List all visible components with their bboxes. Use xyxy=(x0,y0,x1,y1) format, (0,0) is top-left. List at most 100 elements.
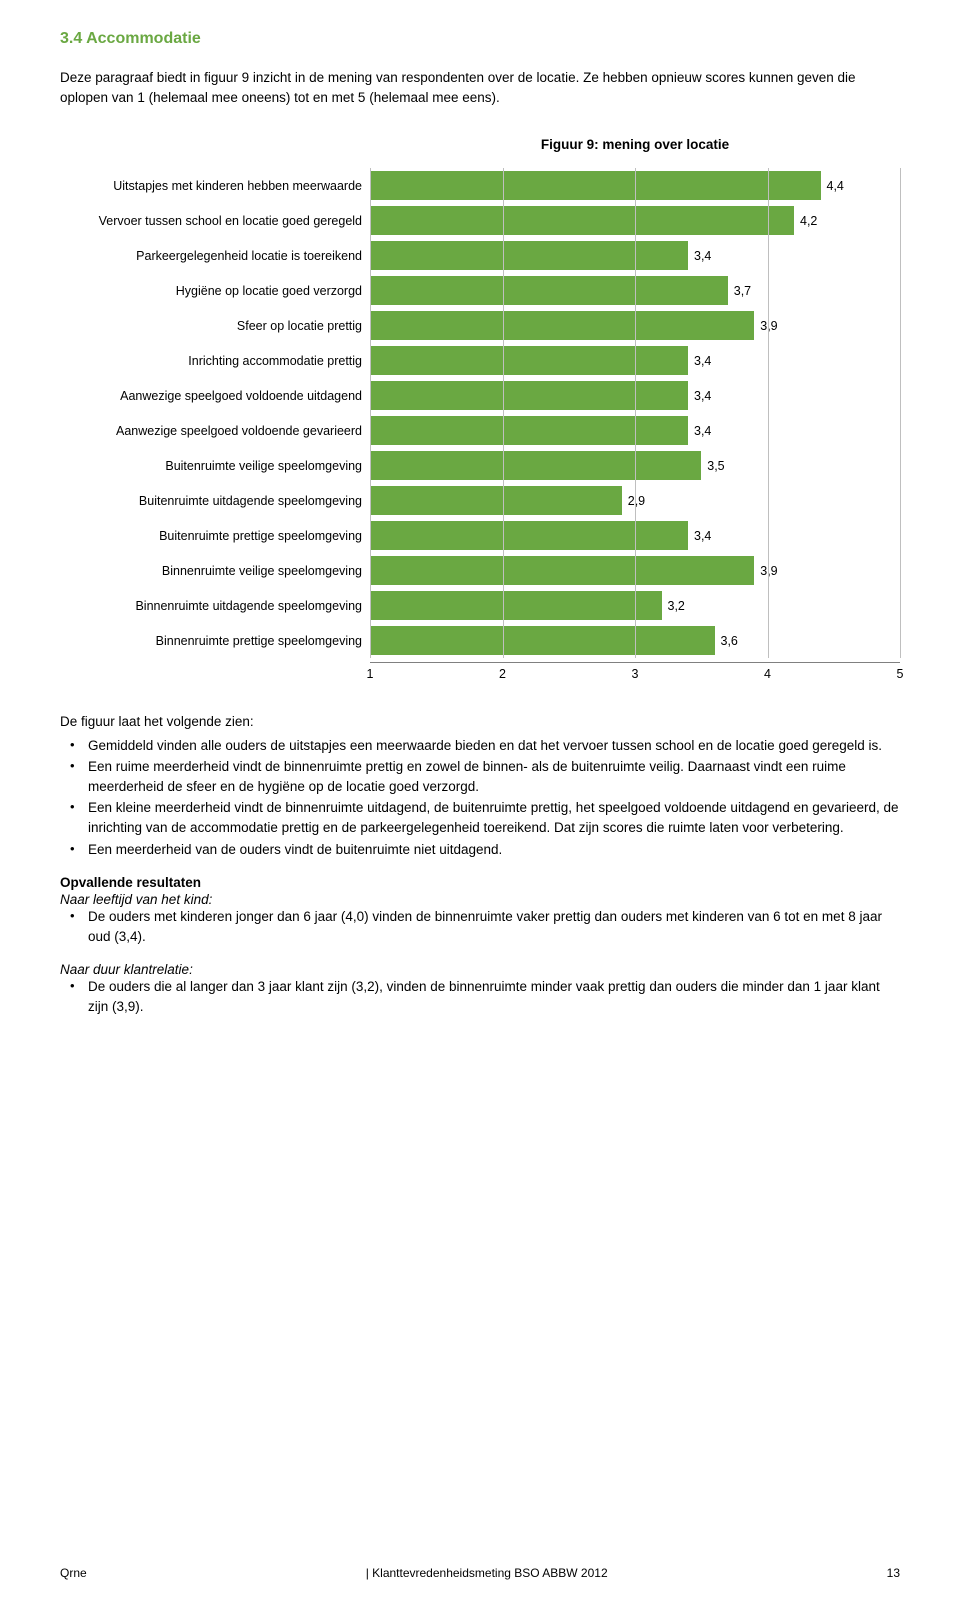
chart-gridline xyxy=(503,308,504,343)
chart-x-tick: 1 xyxy=(367,667,374,681)
chart-bar xyxy=(370,486,622,515)
chart-bar-value: 3,7 xyxy=(734,284,751,298)
chart-gridline xyxy=(370,168,371,203)
chart-gridline xyxy=(503,168,504,203)
chart-x-axis: 12345 xyxy=(60,662,900,682)
chart-gridline xyxy=(768,273,769,308)
chart-row-plot: 2,9 xyxy=(370,483,900,518)
chart-row-plot: 3,9 xyxy=(370,308,900,343)
chart-row-label: Hygiëne op locatie goed verzorgd xyxy=(60,284,370,298)
chart-bar xyxy=(370,346,688,375)
chart-row: Aanwezige speelgoed voldoende uitdagend3… xyxy=(60,378,900,413)
chart-gridline xyxy=(370,238,371,273)
chart-gridline xyxy=(768,413,769,448)
chart-row: Vervoer tussen school en locatie goed ge… xyxy=(60,203,900,238)
chart-row-label: Uitstapjes met kinderen hebben meerwaard… xyxy=(60,179,370,193)
chart-gridline xyxy=(370,413,371,448)
chart-gridline xyxy=(768,203,769,238)
chart-bar xyxy=(370,416,688,445)
chart-x-tick: 4 xyxy=(764,667,771,681)
chart-x-tick: 5 xyxy=(897,667,904,681)
chart-gridline xyxy=(370,483,371,518)
chart-bar-value: 3,9 xyxy=(760,564,777,578)
chart-gridline xyxy=(635,273,636,308)
chart-gridline xyxy=(900,378,901,413)
chart-gridline xyxy=(768,308,769,343)
chart-gridline xyxy=(900,518,901,553)
chart-gridline xyxy=(503,238,504,273)
chart-row: Buitenruimte uitdagende speelomgeving 2,9 xyxy=(60,483,900,518)
chart-bar xyxy=(370,521,688,550)
chart-bar-value: 4,4 xyxy=(827,179,844,193)
chart-gridline xyxy=(503,518,504,553)
chart-row-plot: 3,2 xyxy=(370,588,900,623)
chart-bar xyxy=(370,556,754,585)
chart-bar xyxy=(370,311,754,340)
list-item: Gemiddeld vinden alle ouders de uitstapj… xyxy=(60,736,900,756)
opvallend-title: Opvallende resultaten xyxy=(60,875,900,890)
chart-row: Aanwezige speelgoed voldoende gevarieerd… xyxy=(60,413,900,448)
chart-gridline xyxy=(900,343,901,378)
chart-row: Parkeergelegenheid locatie is toereikend… xyxy=(60,238,900,273)
chart-row-label: Buitenruimte prettige speelomgeving xyxy=(60,529,370,543)
chart-gridline xyxy=(768,378,769,413)
chart-gridline xyxy=(635,238,636,273)
list-item: Een meerderheid van de ouders vindt de b… xyxy=(60,840,900,860)
chart-bar-value: 3,4 xyxy=(694,354,711,368)
chart-bar-value: 3,9 xyxy=(760,319,777,333)
chart-row-label: Parkeergelegenheid locatie is toereikend xyxy=(60,249,370,263)
chart-bar-value: 3,2 xyxy=(668,599,685,613)
chart-bar xyxy=(370,591,662,620)
chart-gridline xyxy=(635,308,636,343)
duur-bullets: De ouders die al langer dan 3 jaar klant… xyxy=(60,977,900,1016)
chart-gridline xyxy=(370,553,371,588)
chart-bar-value: 3,4 xyxy=(694,389,711,403)
chart-gridline xyxy=(768,448,769,483)
chart-gridline xyxy=(900,308,901,343)
chart-bar-value: 2,9 xyxy=(628,494,645,508)
chart-gridline xyxy=(370,308,371,343)
chart-row: Hygiëne op locatie goed verzorgd 3,7 xyxy=(60,273,900,308)
chart-row-label: Binnenruimte uitdagende speelomgeving xyxy=(60,599,370,613)
chart-gridline xyxy=(900,413,901,448)
chart-row-plot: 3,4 xyxy=(370,378,900,413)
chart-gridline xyxy=(503,623,504,658)
chart-gridline xyxy=(503,483,504,518)
chart-bar-value: 3,5 xyxy=(707,459,724,473)
chart-gridline xyxy=(900,448,901,483)
chart-gridline xyxy=(370,518,371,553)
chart-gridline xyxy=(900,588,901,623)
chart-gridline xyxy=(900,203,901,238)
chart-row: Binnenruimte veilige speelomgeving3,9 xyxy=(60,553,900,588)
list-item: Een ruime meerderheid vindt de binnenrui… xyxy=(60,757,900,796)
body-bullets: Gemiddeld vinden alle ouders de uitstapj… xyxy=(60,736,900,859)
chart-gridline xyxy=(370,623,371,658)
chart-gridline xyxy=(370,203,371,238)
footer-left: Qrne xyxy=(60,1566,87,1580)
leeftijd-header: Naar leeftijd van het kind: xyxy=(60,892,900,907)
chart-gridline xyxy=(900,623,901,658)
chart-gridline xyxy=(635,518,636,553)
chart-gridline xyxy=(635,588,636,623)
chart-gridline xyxy=(768,483,769,518)
chart-bar xyxy=(370,381,688,410)
chart-row-plot: 3,4 xyxy=(370,343,900,378)
chart-row: Binnenruimte uitdagende speelomgeving 3,2 xyxy=(60,588,900,623)
chart-row-label: Buitenruimte uitdagende speelomgeving xyxy=(60,494,370,508)
chart-area: Uitstapjes met kinderen hebben meerwaard… xyxy=(60,168,900,658)
chart-gridline xyxy=(370,378,371,413)
chart-bar-value: 3,4 xyxy=(694,249,711,263)
chart-gridline xyxy=(503,448,504,483)
chart-row: Binnenruimte prettige speelomgeving3,6 xyxy=(60,623,900,658)
chart-gridline xyxy=(503,378,504,413)
chart-gridline xyxy=(768,518,769,553)
chart-row: Buitenruimte prettige speelomgeving 3,4 xyxy=(60,518,900,553)
chart-title: Figuur 9: mening over locatie xyxy=(370,137,900,152)
chart-bar-value: 3,4 xyxy=(694,529,711,543)
chart-bar xyxy=(370,171,821,200)
chart-row-plot: 3,7 xyxy=(370,273,900,308)
chart-gridline xyxy=(768,238,769,273)
section-intro: Deze paragraaf biedt in figuur 9 inzicht… xyxy=(60,68,900,107)
chart-x-tick: 2 xyxy=(499,667,506,681)
chart-gridline xyxy=(635,448,636,483)
